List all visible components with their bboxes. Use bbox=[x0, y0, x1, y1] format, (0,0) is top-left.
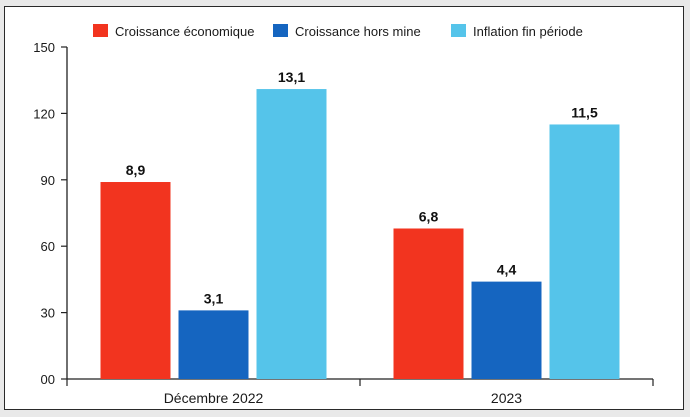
y-tick-label: 120 bbox=[33, 106, 55, 121]
category-label: Décembre 2022 bbox=[164, 390, 264, 406]
data-label: 3,1 bbox=[204, 290, 224, 306]
bar-chart: Croissance économique Croissance hors min… bbox=[33, 24, 654, 406]
bar bbox=[471, 281, 542, 379]
y-tick-label: 150 bbox=[33, 40, 55, 55]
bar bbox=[256, 89, 327, 379]
y-tick-label: 60 bbox=[41, 239, 55, 254]
bar bbox=[393, 228, 464, 379]
bar bbox=[100, 182, 171, 379]
legend-swatch bbox=[273, 24, 288, 37]
data-labels: 8,9 3,1 13,1 6,8 4,4 11,5 bbox=[126, 69, 598, 306]
y-tick-label: 00 bbox=[41, 372, 55, 387]
data-label: 8,9 bbox=[126, 162, 146, 178]
legend-label: Croissance hors mine bbox=[295, 24, 421, 39]
legend-label: Inflation fin période bbox=[473, 24, 583, 39]
bars bbox=[100, 89, 620, 379]
data-label: 4,4 bbox=[497, 262, 517, 278]
data-label: 13,1 bbox=[278, 69, 305, 85]
legend-swatch bbox=[93, 24, 108, 37]
data-label: 11,5 bbox=[571, 104, 598, 120]
bar bbox=[178, 310, 249, 379]
y-tick-label: 30 bbox=[41, 306, 55, 321]
legend-swatch bbox=[451, 24, 466, 37]
legend: Croissance économique Croissance hors min… bbox=[93, 24, 583, 39]
data-label: 6,8 bbox=[419, 208, 439, 224]
bar bbox=[549, 124, 620, 379]
legend-label: Croissance économique bbox=[115, 24, 254, 39]
chart-frame: Croissance économique Croissance hors min… bbox=[4, 6, 684, 410]
y-tick-label: 90 bbox=[41, 173, 55, 188]
category-label: 2023 bbox=[491, 390, 522, 406]
